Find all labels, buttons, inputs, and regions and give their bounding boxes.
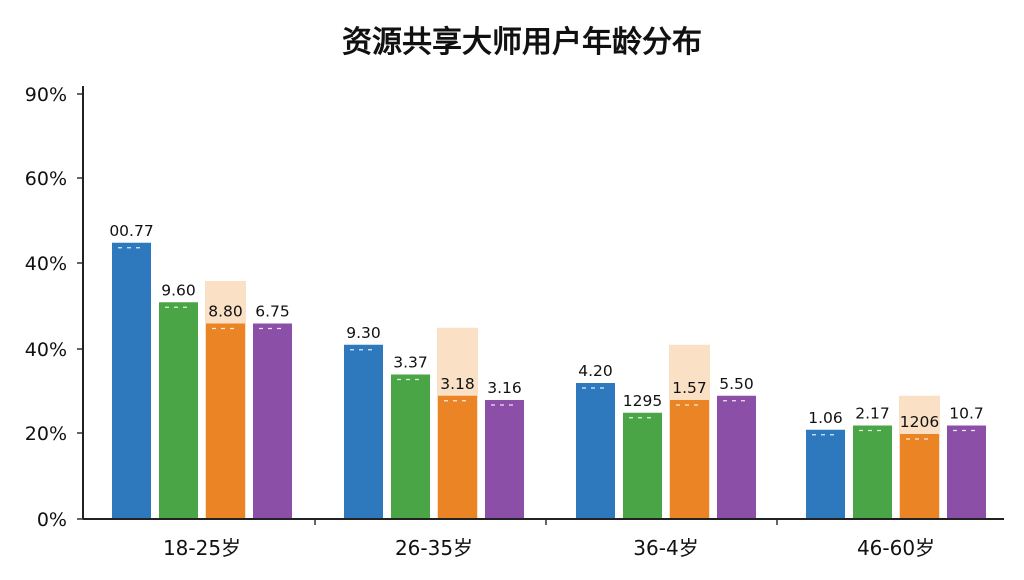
x-category-label: 46-60岁 — [857, 536, 935, 560]
bar — [900, 434, 939, 519]
data-label: 6.75 — [255, 303, 290, 321]
bar — [344, 344, 383, 519]
y-axis: 0% 20% 40% 40% 60% 90% — [25, 84, 83, 531]
y-tick-label: 0% — [37, 509, 67, 531]
bar — [253, 323, 292, 519]
bar — [206, 323, 245, 519]
bar — [717, 395, 756, 519]
bar — [159, 302, 198, 519]
data-label: 10.7 — [949, 405, 984, 423]
bar — [112, 242, 151, 519]
bar — [576, 383, 615, 519]
data-label: 3.37 — [393, 354, 428, 372]
data-label: 8.80 — [208, 303, 243, 321]
bar — [438, 395, 477, 519]
x-category-label: 26-35岁 — [395, 536, 473, 560]
bar — [391, 374, 430, 519]
axes — [82, 86, 1004, 520]
y-tick-label: 90% — [25, 84, 67, 106]
data-label: 1.57 — [672, 379, 707, 397]
bar — [623, 412, 662, 519]
bar — [485, 400, 524, 519]
data-label: 3.18 — [440, 375, 475, 393]
data-label: 00.77 — [109, 222, 153, 240]
bars: 00.77 9.30 4.20 1.06 9.60 3.37 1295 2.17 8.80 3.1… — [109, 222, 986, 519]
data-label: 4.20 — [578, 362, 613, 380]
y-tick-label: 40% — [25, 339, 67, 361]
bar — [806, 429, 845, 519]
data-label: 1206 — [900, 413, 939, 431]
data-label: 5.50 — [719, 375, 754, 393]
y-tick-label: 60% — [25, 168, 67, 190]
x-category-label: 18-25岁 — [163, 536, 241, 560]
bar — [670, 400, 709, 519]
x-category-label: 36-4岁 — [633, 536, 698, 560]
chart-title: 资源共享大师用户年龄分布 — [342, 25, 702, 60]
data-label: 2.17 — [855, 405, 890, 423]
bar — [947, 425, 986, 519]
data-label: 3.16 — [487, 379, 522, 397]
y-tick-label: 20% — [25, 423, 67, 445]
data-label: 1295 — [623, 392, 662, 410]
data-label: 9.30 — [346, 324, 381, 342]
y-tick-label: 40% — [25, 253, 67, 275]
x-axis: 18-25岁 26-35岁 36-4岁 46-60岁 — [163, 519, 935, 560]
bar — [853, 425, 892, 519]
data-label: 1.06 — [808, 409, 843, 427]
data-label: 9.60 — [161, 281, 196, 299]
